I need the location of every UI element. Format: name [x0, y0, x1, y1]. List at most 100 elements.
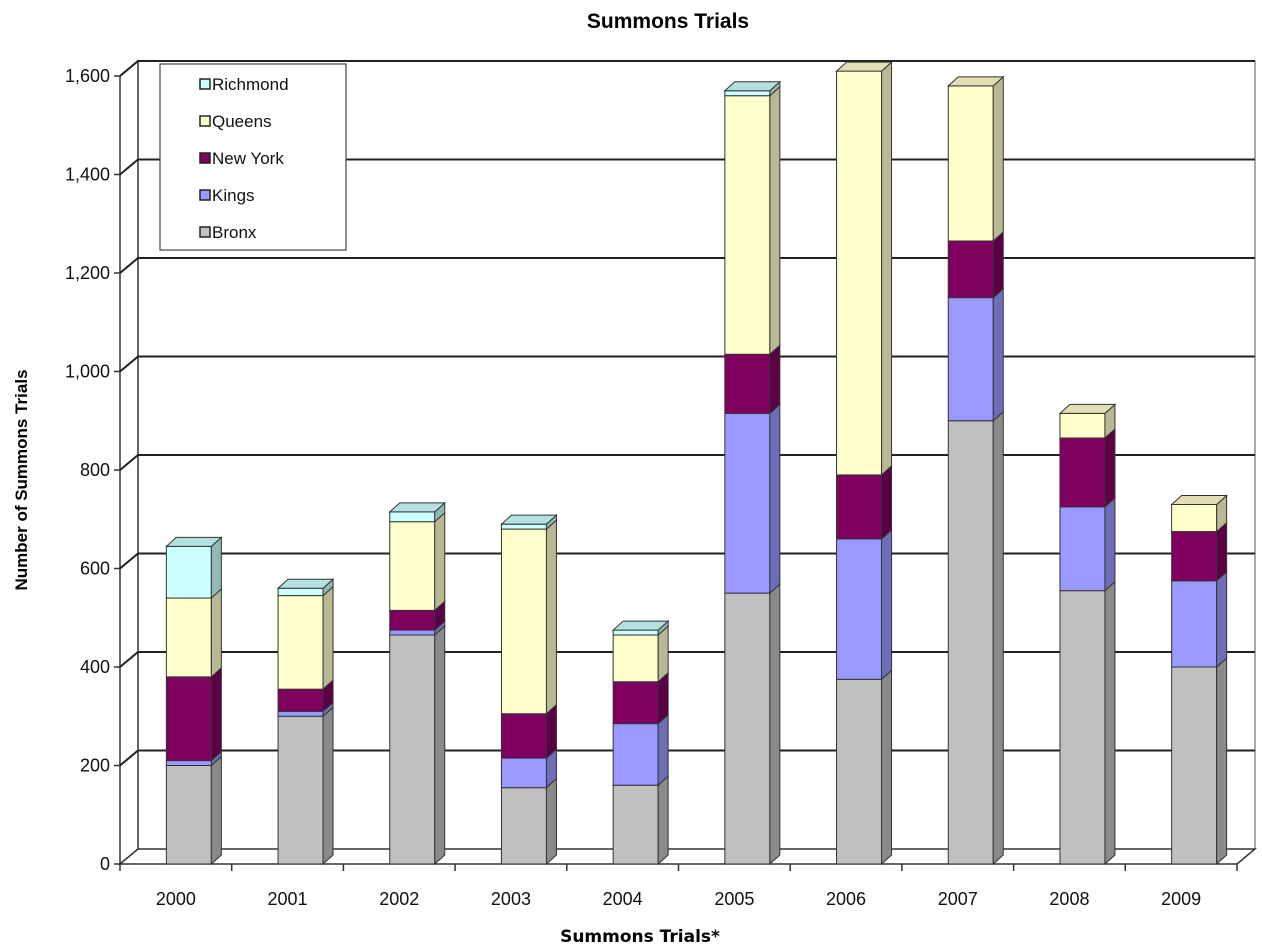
bar-front	[612, 784, 659, 865]
bar-front	[277, 587, 324, 597]
y-tick-label: 0	[100, 854, 110, 874]
legend-swatch	[199, 152, 211, 164]
bar-front	[500, 528, 547, 715]
y-tick-label: 1,000	[65, 362, 110, 382]
legend-swatch	[199, 226, 211, 238]
y-tick-label: 400	[80, 657, 110, 677]
y-tick-label: 1,400	[65, 165, 110, 185]
bar-segment	[500, 518, 557, 715]
bar-segment	[389, 511, 446, 612]
x-axis: 2000 2001 2002 2003 2004 2005 2006 2007 2008 2009	[119, 864, 1238, 909]
bar-front	[500, 787, 547, 865]
bars	[165, 60, 1228, 866]
bar-segment	[947, 230, 1004, 299]
bar-front	[947, 297, 994, 422]
bar-side	[210, 587, 222, 678]
legend-swatch	[199, 189, 211, 201]
bar-side	[769, 85, 781, 356]
bar-segment	[1171, 570, 1228, 669]
bar-front	[165, 597, 212, 678]
x-tick-label: 2001	[268, 889, 308, 909]
bar-side	[881, 669, 893, 866]
bar-front	[389, 521, 436, 611]
x-axis-label: Summons Trials*	[560, 927, 720, 947]
bar-segment	[277, 706, 334, 866]
legend-label: Richmond	[212, 75, 289, 94]
legend-label: New York	[212, 149, 284, 168]
bar-segment	[1059, 427, 1116, 509]
bar-front	[612, 629, 659, 636]
bar-top	[276, 578, 335, 589]
bar-segment	[1059, 496, 1116, 592]
bar-top	[388, 502, 447, 513]
bar-side	[881, 464, 893, 541]
bar-front	[724, 90, 771, 97]
bar-front	[1171, 666, 1218, 865]
bar-front	[612, 681, 659, 725]
bar-top	[165, 536, 223, 547]
bar-segment	[165, 666, 222, 762]
bar-side	[992, 287, 1004, 422]
bar-front	[836, 474, 883, 540]
chart-title: Summons Trials	[587, 10, 749, 33]
y-tick-label: 1,600	[65, 66, 110, 86]
bar-front	[165, 765, 212, 865]
bar-side	[545, 518, 557, 715]
bar-front	[165, 760, 212, 767]
bar-front	[1171, 503, 1218, 533]
legend-swatch	[199, 115, 211, 127]
legend-label: Queens	[212, 112, 272, 131]
bar-front	[1171, 531, 1218, 582]
bar-segment	[947, 287, 1004, 422]
bar-side	[657, 775, 669, 866]
bar-segment	[836, 528, 893, 681]
y-tick-label: 600	[80, 559, 110, 579]
x-tick-label: 2006	[826, 889, 866, 909]
bar-top	[1170, 494, 1228, 505]
bar-side	[434, 511, 446, 612]
bar-segment	[1059, 580, 1116, 866]
bar-side	[769, 583, 781, 866]
bar-front	[836, 70, 883, 476]
legend-label: Kings	[212, 186, 255, 205]
bar-front	[724, 592, 771, 865]
bar-side	[881, 528, 893, 681]
bar-side	[1216, 521, 1228, 582]
bar-side	[657, 713, 669, 787]
bar-side	[1216, 570, 1228, 669]
bar-side	[322, 585, 334, 691]
bar-front	[1059, 412, 1106, 439]
bar-front	[1059, 437, 1106, 508]
bar-side	[1104, 580, 1116, 866]
bar-segment	[1171, 521, 1228, 582]
bar-front	[724, 95, 771, 355]
bar-segment	[612, 775, 669, 866]
bar-segment	[165, 536, 222, 600]
bar-segment	[612, 671, 669, 725]
bar-front	[389, 609, 436, 631]
bar-side	[1216, 656, 1228, 866]
x-tick-label: 2003	[491, 889, 531, 909]
bar-segment	[612, 713, 669, 787]
bar-top	[1058, 403, 1117, 414]
bar-front	[1171, 580, 1218, 668]
bar-front	[500, 523, 547, 530]
bar-side	[322, 706, 334, 866]
bar-segment	[836, 60, 893, 477]
bar-front	[277, 688, 324, 712]
bar-segment	[724, 403, 781, 595]
bar-front	[500, 713, 547, 759]
bar-segment	[165, 587, 222, 678]
bar-segment	[724, 583, 781, 866]
x-tick-label: 2007	[938, 889, 978, 909]
bar-segment	[947, 410, 1004, 866]
x-tick-label: 2000	[156, 889, 196, 909]
bar-front	[947, 420, 994, 865]
bar-front	[836, 538, 883, 680]
gridline	[119, 60, 1255, 77]
bar-side	[657, 624, 669, 683]
bar-segment	[836, 464, 893, 541]
bar-front	[165, 676, 212, 762]
bar-side	[545, 777, 557, 866]
